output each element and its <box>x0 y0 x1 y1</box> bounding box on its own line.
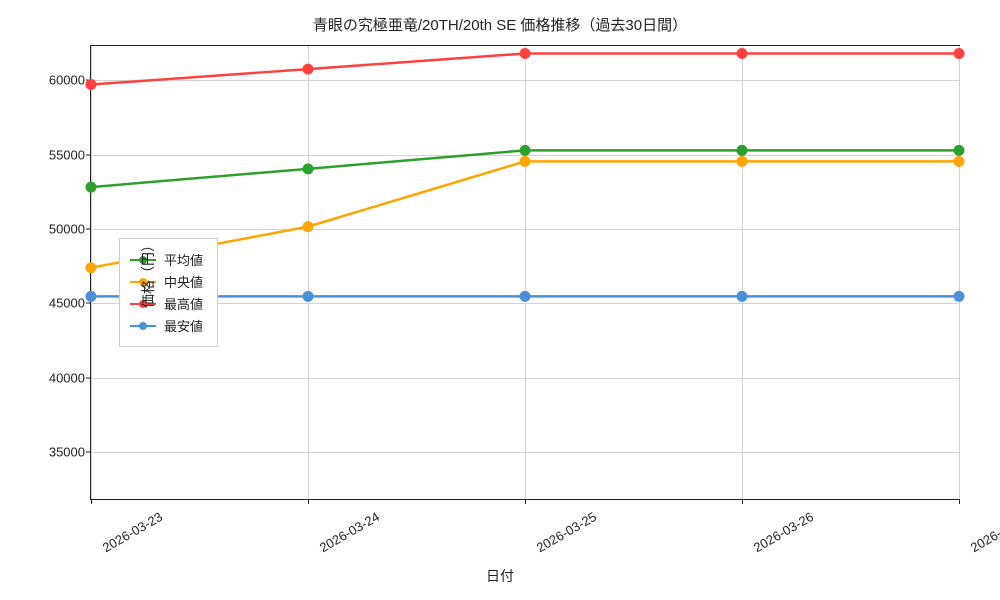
marker-saiyasune-2[interactable] <box>520 291 531 302</box>
legend-label-chuoichi: 中央値 <box>164 272 203 291</box>
plot-area: 60000 55000 50000 45000 40000 35000 2026… <box>90 45 960 500</box>
marker-heikinchi-3[interactable] <box>737 145 748 156</box>
marker-heikinchi-0[interactable] <box>86 182 97 193</box>
marker-heikinchi-4[interactable] <box>954 145 965 156</box>
legend-item-saiyasune: 最安値 <box>130 316 203 335</box>
x-tick-label-4: 2026-03-27 <box>968 509 1000 555</box>
x-tick-label-2: 2026-03-25 <box>534 509 599 555</box>
series-lines-svg <box>91 46 959 499</box>
series-line-heikinchi <box>91 150 959 187</box>
legend-swatch-saiyasune <box>130 325 156 327</box>
x-axis-label: 日付 <box>486 566 514 586</box>
legend-label-heikinchi: 平均値 <box>164 250 203 269</box>
price-chart: 青眼の究極亜竜/20TH/20th SE 価格推移（過去30日間） 60000 … <box>0 0 1000 600</box>
marker-saikouchi-2[interactable] <box>520 48 531 59</box>
gridline-x-4 <box>959 46 960 499</box>
y-tick-label-50000: 50000 <box>49 221 85 236</box>
marker-chuoichi-1[interactable] <box>303 221 314 232</box>
x-tick-label-0: 2026-03-23 <box>100 509 165 555</box>
x-tick-label-3: 2026-03-26 <box>751 509 816 555</box>
marker-saikouchi-1[interactable] <box>303 64 314 75</box>
y-tick-label-40000: 40000 <box>49 370 85 385</box>
marker-saiyasune-1[interactable] <box>303 291 314 302</box>
marker-saiyasune-0[interactable] <box>86 291 97 302</box>
chart-title: 青眼の究極亜竜/20TH/20th SE 価格推移（過去30日間） <box>0 14 1000 35</box>
y-tick-label-45000: 45000 <box>49 296 85 311</box>
y-tick-label-35000: 35000 <box>49 445 85 460</box>
marker-saiyasune-3[interactable] <box>737 291 748 302</box>
y-axis-label: 価格（円） <box>138 238 158 308</box>
chart-legend: 平均値 中央値 最高値 最安値 <box>119 238 218 347</box>
y-tick-label-55000: 55000 <box>49 147 85 162</box>
legend-label-saikouchi: 最高値 <box>164 294 203 313</box>
marker-heikinchi-1[interactable] <box>303 163 314 174</box>
marker-heikinchi-2[interactable] <box>520 145 531 156</box>
marker-saiyasune-4[interactable] <box>954 291 965 302</box>
marker-chuoichi-4[interactable] <box>954 156 965 167</box>
marker-chuoichi-2[interactable] <box>520 156 531 167</box>
y-tick-label-60000: 60000 <box>49 73 85 88</box>
marker-chuoichi-3[interactable] <box>737 156 748 167</box>
marker-saikouchi-4[interactable] <box>954 48 965 59</box>
x-tick-label-1: 2026-03-24 <box>317 509 382 555</box>
marker-saikouchi-0[interactable] <box>86 79 97 90</box>
marker-saikouchi-3[interactable] <box>737 48 748 59</box>
legend-label-saiyasune: 最安値 <box>164 316 203 335</box>
marker-chuoichi-0[interactable] <box>86 262 97 273</box>
